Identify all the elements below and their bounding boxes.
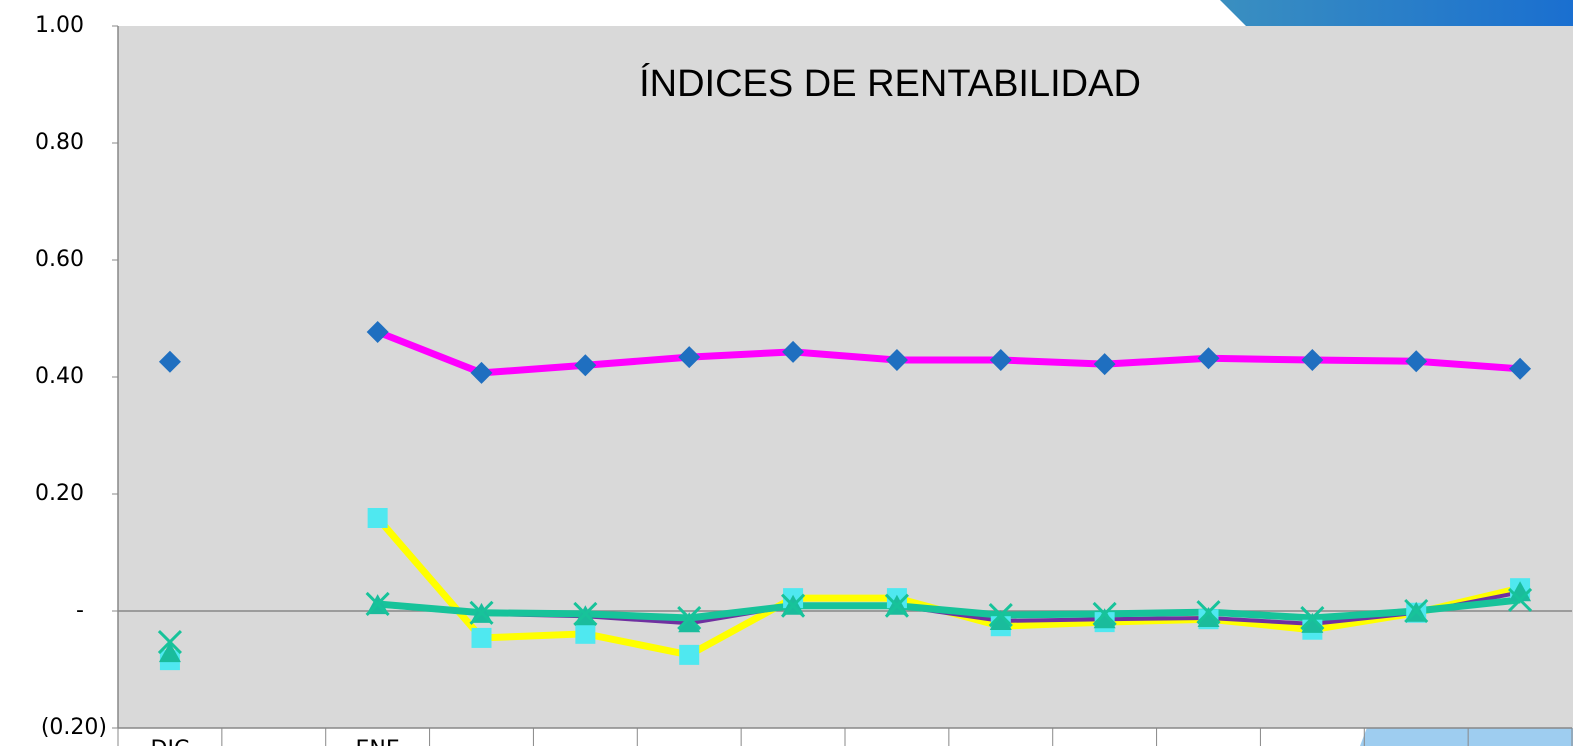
y-tick-label: (0.20) (41, 715, 107, 740)
marker (575, 624, 595, 644)
y-tick-label: 0.40 (35, 364, 84, 389)
chart: ÍNDICES DE RENTABILIDAD (0.20) - 0.20 0.40 0… (0, 0, 1573, 746)
chart-title: ÍNDICES DE RENTABILIDAD (639, 62, 1141, 105)
y-tick-label: 0.60 (35, 247, 84, 272)
x-tick-label: DIC (151, 737, 190, 746)
marker (679, 645, 699, 665)
y-tick-label: 1.00 (35, 13, 84, 38)
y-tick-label: - (76, 598, 84, 623)
marker (368, 508, 388, 528)
marker (472, 628, 492, 648)
y-tick-label: 0.80 (35, 130, 84, 155)
y-tick-label: 0.20 (35, 481, 84, 506)
decoration (1220, 0, 1573, 30)
x-tick-label: ENE (356, 737, 400, 746)
